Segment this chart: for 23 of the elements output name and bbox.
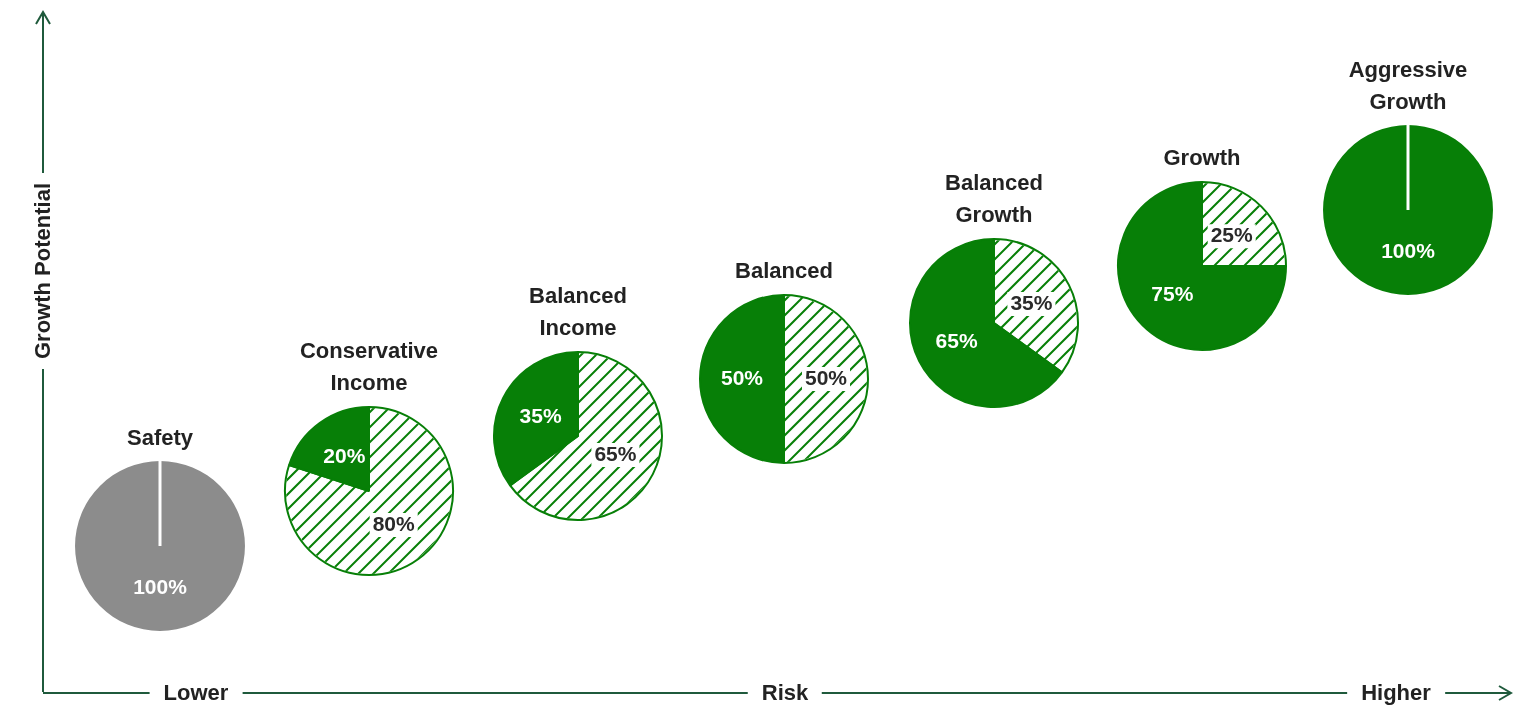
text: Higher [1347, 680, 1445, 706]
chart-title: Balanced Growth [944, 169, 1044, 229]
data-label: 65% [594, 441, 637, 465]
text: Lower [149, 680, 243, 706]
data-label: 50% [720, 365, 764, 389]
data-label: 25% [1210, 223, 1254, 247]
data-label: 65% [935, 328, 978, 352]
data-label: 100% [1381, 239, 1436, 263]
text: Growth Potential [30, 173, 56, 369]
chart-title: Balanced Income [528, 282, 628, 342]
data-label: 35% [1010, 290, 1053, 314]
data-label: 80% [372, 511, 416, 535]
chart-title: Conservative Income [298, 337, 440, 397]
data-label: 35% [519, 403, 562, 427]
data-label: 75% [1151, 282, 1194, 306]
data-label: 20% [323, 443, 366, 467]
text: Risk [747, 680, 823, 706]
chart-title: Growth [1163, 144, 1241, 172]
chart-title: Balanced [735, 257, 833, 285]
data-label: 50% [804, 365, 848, 389]
data-label: 100% [133, 575, 188, 599]
chart-title: Aggressive Growth [1347, 56, 1469, 116]
chart-title: Safety [126, 424, 194, 452]
